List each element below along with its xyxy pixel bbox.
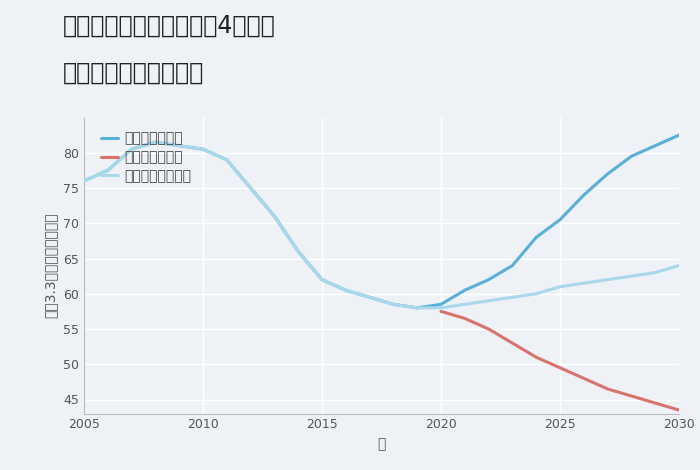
ノーマルシナリオ — [294, 249, 302, 254]
Line: グッドシナリオ: グッドシナリオ — [84, 135, 679, 308]
バッドシナリオ — [675, 407, 683, 413]
グッドシナリオ — [318, 277, 326, 282]
ノーマルシナリオ — [127, 147, 136, 152]
ノーマルシナリオ — [603, 277, 612, 282]
グッドシナリオ — [104, 168, 112, 173]
グッドシナリオ — [580, 192, 588, 198]
ノーマルシナリオ — [318, 277, 326, 282]
Text: 三重県名張市桔梗が丘西4番町の: 三重県名張市桔梗が丘西4番町の — [63, 14, 276, 38]
バッドシナリオ — [484, 326, 493, 332]
ノーマルシナリオ — [675, 263, 683, 268]
ノーマルシナリオ — [651, 270, 659, 275]
ノーマルシナリオ — [413, 305, 421, 311]
ノーマルシナリオ — [461, 302, 469, 307]
グッドシナリオ — [270, 213, 279, 219]
バッドシナリオ — [651, 400, 659, 406]
ノーマルシナリオ — [223, 157, 231, 163]
グッドシナリオ — [461, 287, 469, 293]
ノーマルシナリオ — [484, 298, 493, 304]
ノーマルシナリオ — [199, 147, 207, 152]
グッドシナリオ — [675, 133, 683, 138]
バッドシナリオ — [461, 316, 469, 321]
バッドシナリオ — [437, 308, 445, 314]
ノーマルシナリオ — [556, 284, 564, 290]
グッドシナリオ — [246, 185, 255, 191]
バッドシナリオ — [603, 386, 612, 392]
グッドシナリオ — [508, 263, 517, 268]
ノーマルシナリオ — [80, 178, 88, 184]
ノーマルシナリオ — [270, 213, 279, 219]
グッドシナリオ — [175, 143, 183, 149]
バッドシナリオ — [580, 376, 588, 381]
ノーマルシナリオ — [104, 168, 112, 173]
グッドシナリオ — [342, 287, 350, 293]
グッドシナリオ — [651, 143, 659, 149]
グッドシナリオ — [80, 178, 88, 184]
グッドシナリオ — [627, 153, 636, 159]
グッドシナリオ — [199, 147, 207, 152]
ノーマルシナリオ — [627, 273, 636, 279]
バッドシナリオ — [508, 340, 517, 346]
グッドシナリオ — [603, 171, 612, 177]
グッドシナリオ — [223, 157, 231, 163]
ノーマルシナリオ — [437, 305, 445, 311]
ノーマルシナリオ — [365, 294, 374, 300]
Line: ノーマルシナリオ: ノーマルシナリオ — [84, 142, 679, 308]
バッドシナリオ — [556, 365, 564, 370]
X-axis label: 年: 年 — [377, 437, 386, 451]
ノーマルシナリオ — [580, 280, 588, 286]
ノーマルシナリオ — [532, 291, 540, 297]
Text: 中古戸建ての価格推移: 中古戸建ての価格推移 — [63, 61, 204, 85]
Line: バッドシナリオ: バッドシナリオ — [441, 311, 679, 410]
ノーマルシナリオ — [175, 143, 183, 149]
グッドシナリオ — [365, 294, 374, 300]
バッドシナリオ — [532, 354, 540, 360]
バッドシナリオ — [627, 393, 636, 399]
グッドシナリオ — [437, 302, 445, 307]
グッドシナリオ — [151, 140, 160, 145]
ノーマルシナリオ — [342, 287, 350, 293]
グッドシナリオ — [556, 217, 564, 223]
グッドシナリオ — [484, 277, 493, 282]
グッドシナリオ — [389, 302, 398, 307]
ノーマルシナリオ — [151, 140, 160, 145]
グッドシナリオ — [413, 305, 421, 311]
ノーマルシナリオ — [389, 302, 398, 307]
ノーマルシナリオ — [508, 294, 517, 300]
ノーマルシナリオ — [246, 185, 255, 191]
グッドシナリオ — [532, 235, 540, 240]
グッドシナリオ — [127, 147, 136, 152]
グッドシナリオ — [294, 249, 302, 254]
Y-axis label: 坪（3.3㎡）単価（万円）: 坪（3.3㎡）単価（万円） — [43, 213, 57, 318]
Legend: グッドシナリオ, バッドシナリオ, ノーマルシナリオ: グッドシナリオ, バッドシナリオ, ノーマルシナリオ — [97, 127, 196, 188]
